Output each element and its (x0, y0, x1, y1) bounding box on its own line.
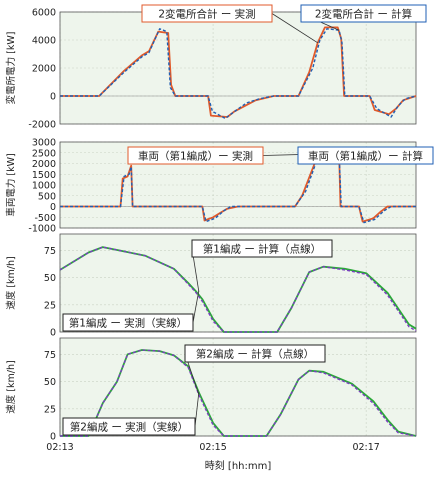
series-line-1 (59, 246, 417, 333)
callout-box (191, 239, 333, 258)
callout-label: 第1編成 ー 実測（実線） (69, 317, 187, 330)
y-tick-label: 75 (44, 350, 56, 361)
y-tick-label: 2000 (32, 159, 56, 170)
y-tick-label: 50 (44, 273, 56, 284)
y-tick-label: -500 (34, 213, 56, 224)
chart-panel-3: 75 50 25 0 速度 [km/h] 第1編成 ー 計算（点線） 第1編成 ー 実測（実… (5, 233, 417, 339)
chart-panel-4: 75 50 25 0 速度 [km/h] 第2編成 ー 計算（点線） 第2編成 ー 実測（実… (5, 337, 417, 443)
y-tick-label: 2000 (32, 64, 56, 75)
y-axis-label: 速度 [km/h] (5, 256, 17, 309)
y-tick-label: 0 (50, 328, 56, 339)
series-line-2 (60, 28, 417, 120)
y-tick-label: 0 (50, 202, 56, 213)
y-tick-label: 3000 (32, 138, 56, 149)
x-tick-label: 02:17 (352, 442, 379, 453)
y-tick-label: 2500 (32, 148, 56, 159)
callout-box (300, 4, 427, 23)
callout-label: 第2編成 ー 実測（実線） (70, 421, 188, 434)
y-tick-label: 4000 (32, 36, 56, 47)
callout-label: 車両（第1編成）ー 計算 (308, 150, 423, 163)
y-tick-label: 0 (50, 432, 56, 443)
callout-label: 車両（第1編成）ー 実測 (138, 150, 253, 163)
series-line-1 (60, 151, 416, 223)
y-tick-label: 1000 (32, 181, 56, 192)
y-tick-label: 75 (44, 246, 56, 257)
callout-leader (271, 13, 318, 44)
chart-panel-1: 6000 4000 2000 0 -2000 変電所電力 [kW] 2変電所合計 ー 実測 2… (5, 4, 427, 131)
x-axis-label: 時刻 [hh:mm] (205, 459, 272, 472)
plot-frame (59, 141, 417, 229)
series-line-2 (60, 349, 417, 437)
callout-leader (194, 392, 200, 427)
y-axis-label: 速度 [km/h] (5, 360, 17, 413)
y-tick-label: -2000 (28, 120, 56, 131)
x-tick-label: 02:13 (46, 442, 73, 453)
y-tick-label: 50 (44, 377, 56, 388)
callout-box (297, 146, 434, 165)
series-line-2 (59, 246, 417, 333)
callout-label: 2変電所合計 ー 計算 (315, 8, 412, 21)
series-line-2 (60, 153, 416, 224)
callout-box (141, 4, 273, 23)
y-tick-label: 500 (38, 191, 56, 202)
y-tick-label: 25 (44, 404, 56, 415)
x-tick-label: 02:15 (199, 442, 226, 453)
callout-box (62, 313, 194, 332)
callout-leader (192, 290, 200, 323)
y-tick-label: 25 (44, 300, 56, 311)
y-axis-label: 車両電力 [kW] (5, 153, 17, 216)
callout-box (127, 146, 264, 165)
y-tick-label: 6000 (32, 8, 56, 19)
series-line-1 (60, 349, 417, 437)
callout-label: 2変電所合計 ー 実測 (158, 8, 255, 21)
callout-label: 第1編成 ー 計算（点線） (203, 243, 321, 256)
y-tick-label: 1500 (32, 170, 56, 181)
y-tick-label: -1000 (28, 224, 56, 235)
y-axis-label: 変電所電力 [kW] (5, 32, 17, 105)
callout-box (184, 344, 326, 363)
callout-label: 第2編成 ー 計算（点線） (196, 348, 314, 361)
callout-box (62, 417, 196, 436)
y-tick-label: 0 (50, 92, 56, 103)
